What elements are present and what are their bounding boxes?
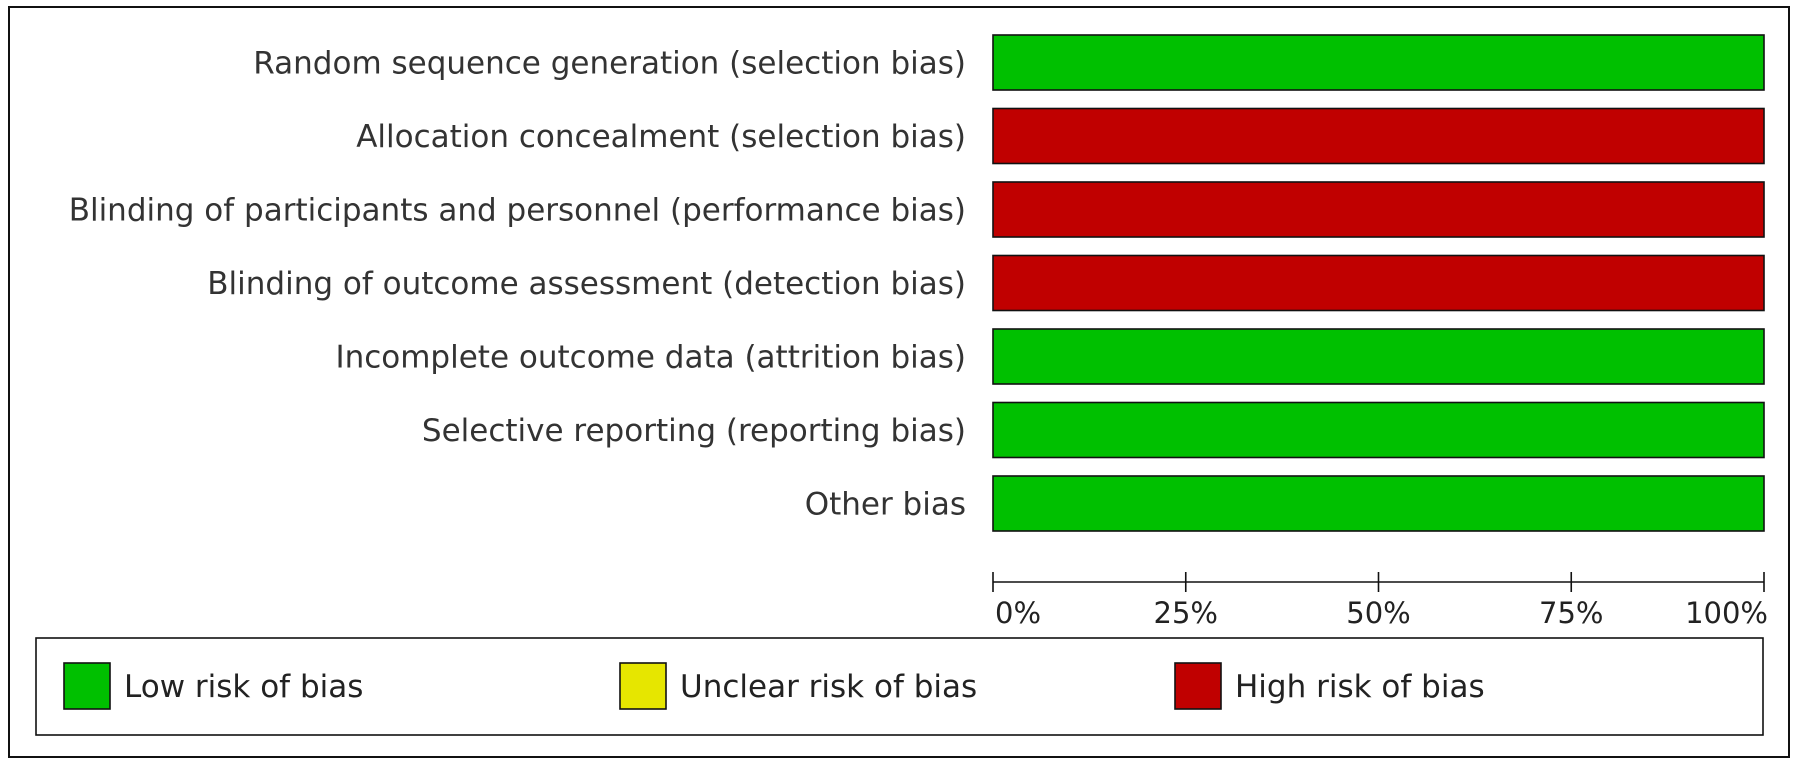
category-label-3: Blinding of participants and personnel (… bbox=[69, 193, 966, 229]
legend-swatch-3 bbox=[1174, 662, 1222, 710]
category-labels: Random sequence generation (selection bi… bbox=[69, 46, 966, 523]
x-tick-label-4: 75% bbox=[1539, 596, 1603, 630]
legend-box bbox=[35, 637, 1764, 736]
bar-segment-6-1 bbox=[992, 401, 1765, 459]
bar-segment-5-1 bbox=[992, 328, 1765, 385]
bars-layer bbox=[992, 34, 1765, 532]
x-tick-label-1: 0% bbox=[995, 596, 1041, 630]
legend-label-3: High risk of bias bbox=[1235, 669, 1485, 705]
bar-segment-4-3 bbox=[992, 254, 1765, 312]
category-label-7: Other bias bbox=[805, 487, 966, 523]
legend-swatch-1 bbox=[63, 662, 111, 710]
bar-segment-1-1 bbox=[992, 34, 1765, 91]
bar-segment-2-3 bbox=[992, 107, 1765, 165]
category-label-1: Random sequence generation (selection bi… bbox=[253, 46, 966, 82]
x-tick-label-5: 100% bbox=[1685, 596, 1768, 630]
category-label-5: Incomplete outcome data (attrition bias) bbox=[335, 340, 966, 376]
legend-label-2: Unclear risk of bias bbox=[680, 669, 977, 705]
x-axis: 0% 25% 50% 75% 100% bbox=[992, 572, 1768, 630]
legend-label-1: Low risk of bias bbox=[124, 669, 363, 705]
category-label-4: Blinding of outcome assessment (detectio… bbox=[207, 266, 966, 302]
category-label-2: Allocation concealment (selection bias) bbox=[356, 119, 966, 155]
legend-swatch-2 bbox=[619, 662, 667, 710]
bar-segment-7-1 bbox=[992, 475, 1765, 532]
legend: Low risk of bias Unclear risk of bias High… bbox=[35, 637, 1764, 736]
x-tick-label-3: 50% bbox=[1346, 596, 1410, 630]
category-label-6: Selective reporting (reporting bias) bbox=[422, 413, 966, 449]
x-tick-label-2: 25% bbox=[1154, 596, 1218, 630]
bar-segment-3-3 bbox=[992, 181, 1765, 238]
